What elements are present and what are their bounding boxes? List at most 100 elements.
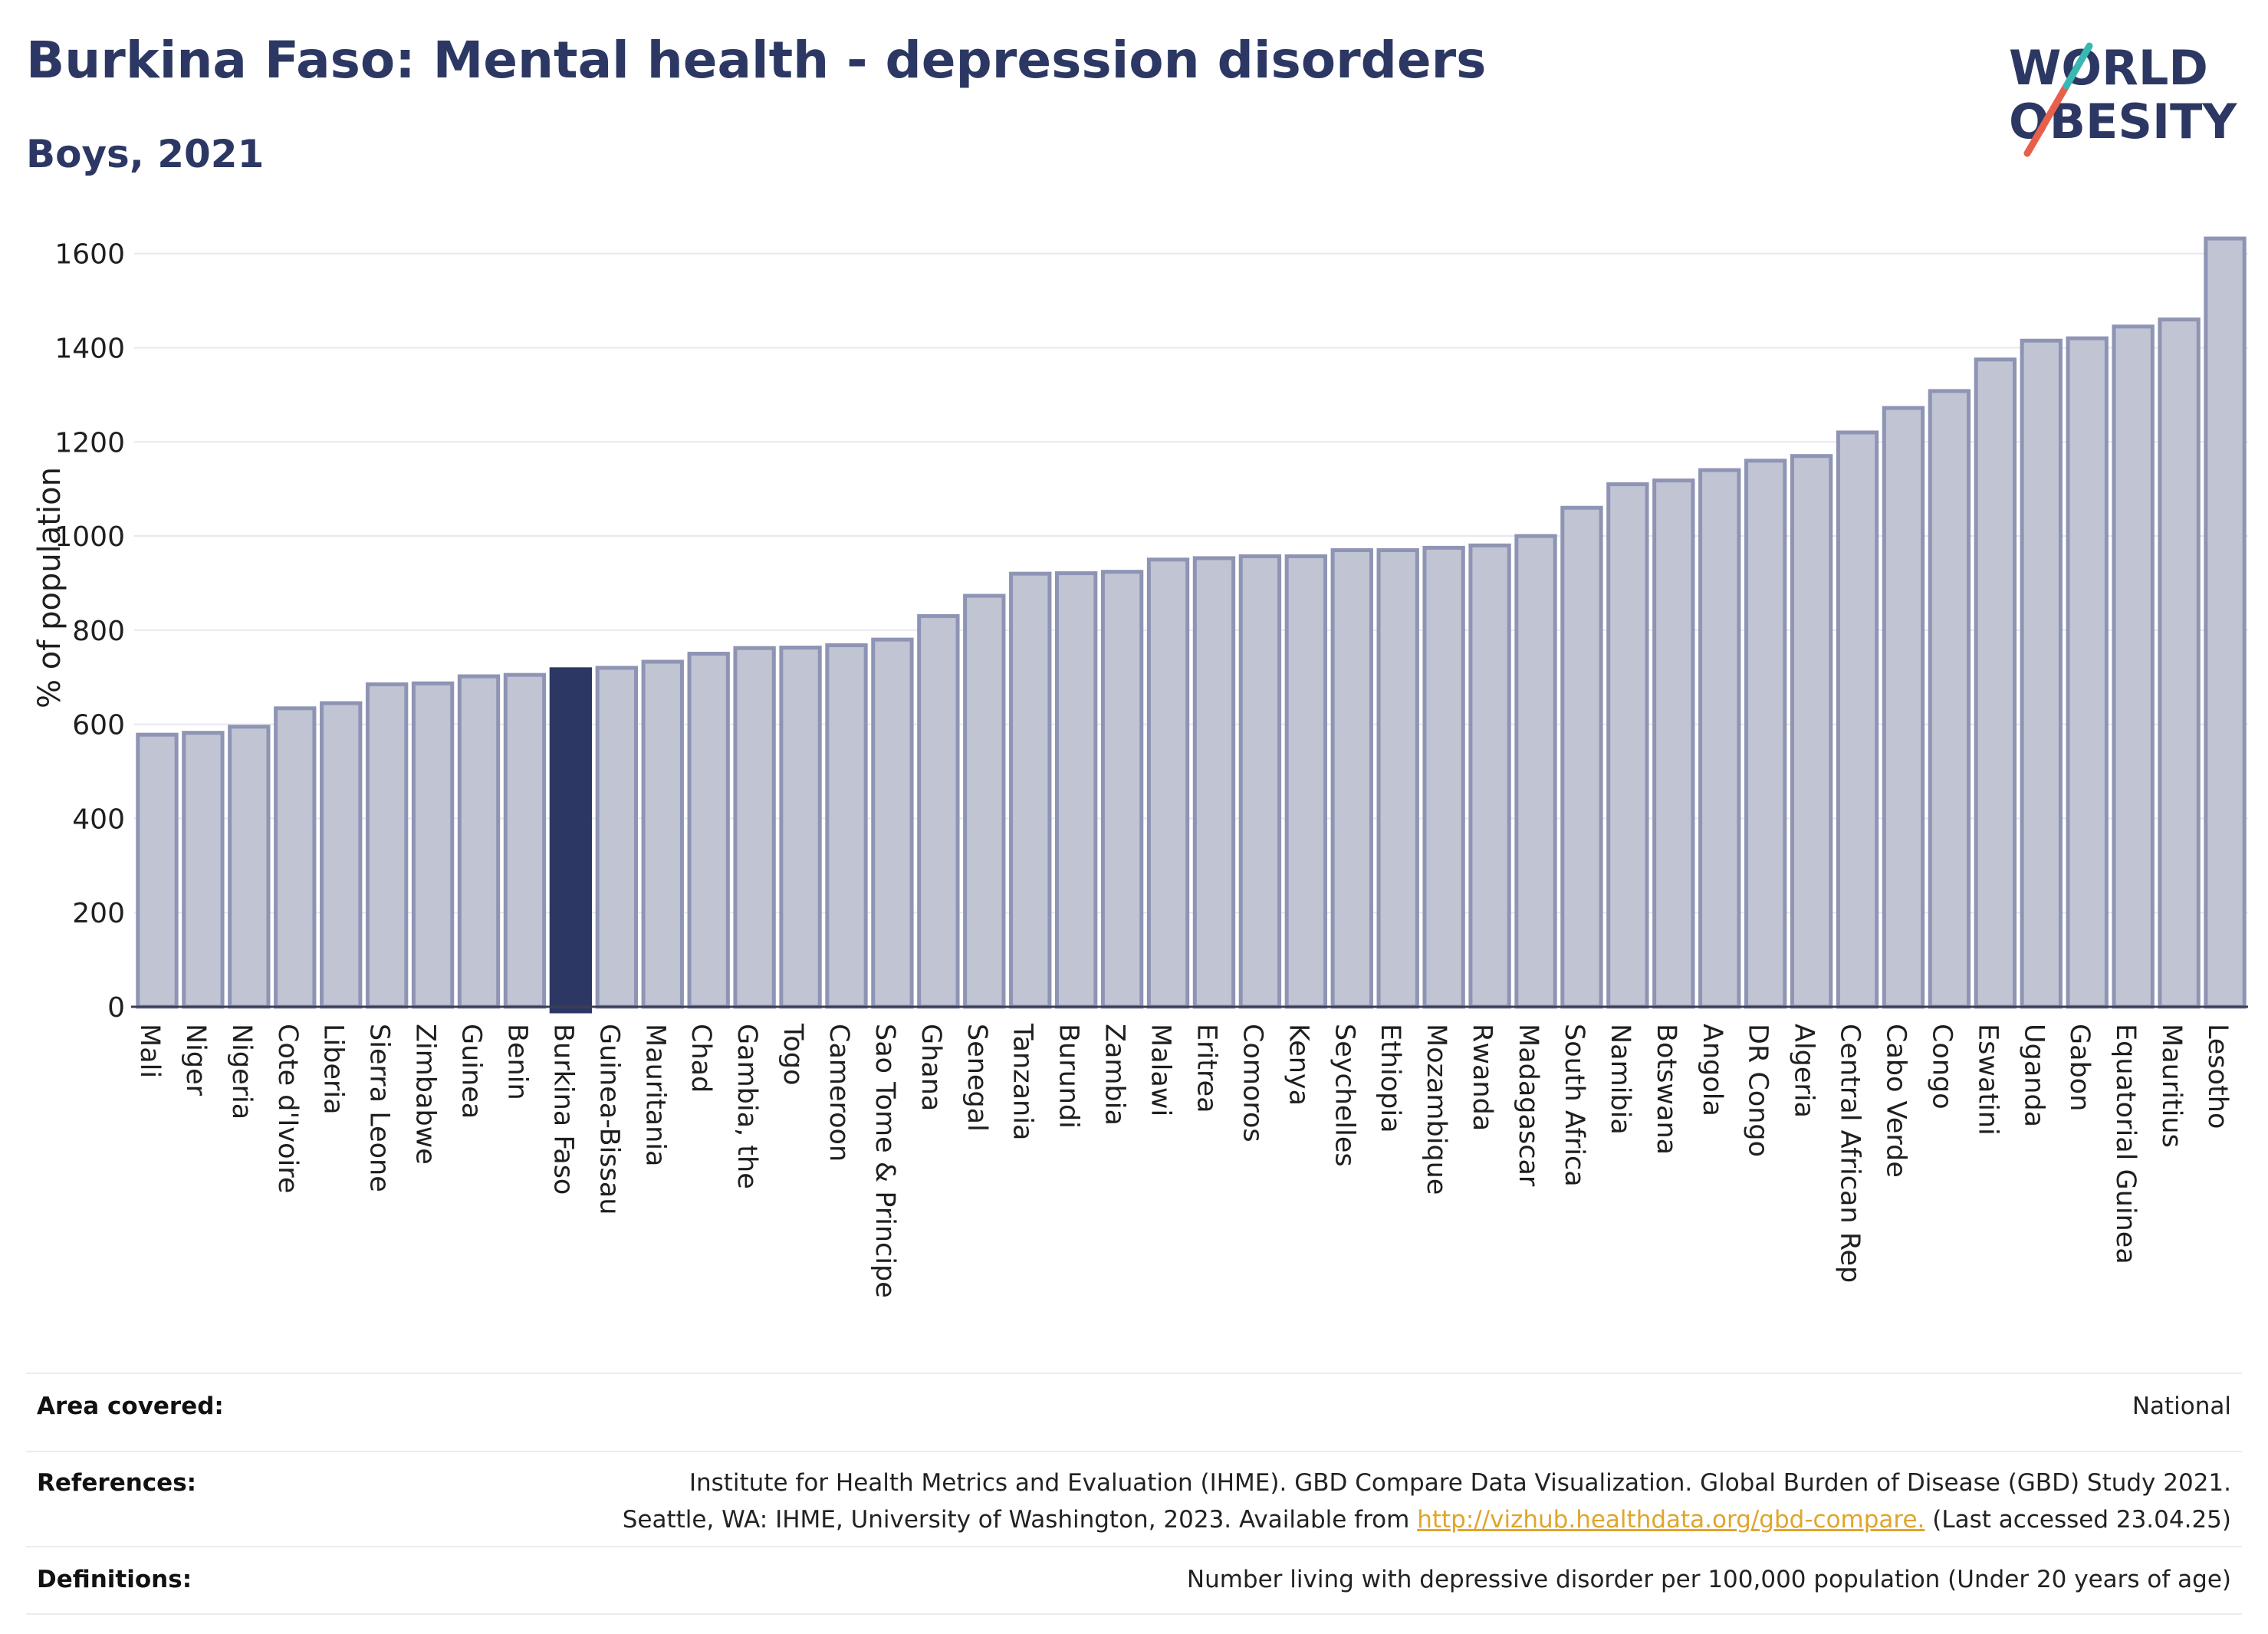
- x-tick-label: Mali: [134, 1024, 165, 1078]
- references-link[interactable]: http://vizhub.healthdata.org/gbd-compare…: [1417, 1506, 1925, 1534]
- bar-eritrea[interactable]: [1192, 556, 1236, 1009]
- bar-benin[interactable]: [503, 672, 547, 1009]
- bar-comoros[interactable]: [1238, 554, 1282, 1009]
- bar-cameroon[interactable]: [825, 643, 868, 1009]
- references-label: References:: [37, 1469, 197, 1497]
- x-tick-label: Zimbabwe: [410, 1024, 441, 1165]
- bar-eswatini[interactable]: [1974, 357, 2017, 1009]
- x-tick-label: Ghana: [915, 1024, 946, 1111]
- bar-mozambique[interactable]: [1422, 545, 1465, 1009]
- bar-sierra-leone[interactable]: [365, 682, 409, 1009]
- references-line-2-post: (Last accessed 23.04.25): [1925, 1506, 2231, 1534]
- bar-cote-d-ivoire[interactable]: [274, 706, 317, 1009]
- bar-algeria[interactable]: [1790, 454, 1833, 1009]
- x-tick-label: Namibia: [1605, 1024, 1635, 1135]
- references-line-1: Institute for Health Metrics and Evaluat…: [689, 1469, 2231, 1497]
- x-tick-label: Mauritania: [639, 1024, 670, 1166]
- x-tick-label: Botswana: [1651, 1024, 1681, 1155]
- x-tick-label: Cameroon: [823, 1024, 854, 1162]
- y-tick-label: 800: [72, 616, 125, 647]
- x-tick-label: Cabo Verde: [1880, 1024, 1911, 1178]
- y-tick-label: 1400: [54, 333, 125, 364]
- area-label: Area covered:: [37, 1392, 224, 1420]
- bar-guinea[interactable]: [457, 674, 501, 1009]
- x-tick-label: Madagascar: [1513, 1024, 1543, 1187]
- bar-mauritania[interactable]: [641, 659, 684, 1009]
- bar-burundi[interactable]: [1054, 571, 1098, 1009]
- bar-madagascar[interactable]: [1514, 534, 1557, 1009]
- bar-central-african-rep[interactable]: [1836, 430, 1879, 1009]
- x-tick-label: Eritrea: [1191, 1024, 1221, 1113]
- bar-uganda[interactable]: [2020, 338, 2063, 1009]
- bar-south-africa[interactable]: [1560, 505, 1603, 1009]
- bar-sao-tome-principe[interactable]: [871, 637, 914, 1009]
- y-tick-label: 0: [107, 992, 125, 1024]
- x-tick-label: South Africa: [1559, 1024, 1589, 1187]
- bar-ethiopia[interactable]: [1376, 547, 1419, 1009]
- bar-angola[interactable]: [1698, 468, 1741, 1009]
- x-tick-label: Angola: [1697, 1024, 1727, 1116]
- definitions-value: Number living with depressive disorder p…: [1186, 1566, 2231, 1593]
- x-tick-label: Malawi: [1146, 1024, 1176, 1116]
- x-tick-label: Benin: [501, 1024, 532, 1100]
- bar-nigeria[interactable]: [228, 725, 271, 1009]
- bar-ghana[interactable]: [917, 613, 960, 1009]
- bar-liberia[interactable]: [320, 701, 363, 1009]
- area-value: National: [2132, 1392, 2231, 1420]
- bar-cabo-verde[interactable]: [1882, 406, 1925, 1009]
- bar-chad[interactable]: [687, 652, 730, 1009]
- x-tick-label: Burundi: [1053, 1024, 1084, 1129]
- x-tick-label: Senegal: [961, 1024, 992, 1132]
- bar-zimbabwe[interactable]: [411, 681, 455, 1009]
- y-tick-label: 600: [72, 710, 125, 741]
- bar-namibia[interactable]: [1606, 482, 1649, 1009]
- bar-mauritius[interactable]: [2158, 317, 2201, 1009]
- bar-senegal[interactable]: [963, 593, 1006, 1009]
- x-tick-label: Algeria: [1789, 1024, 1819, 1118]
- x-tick-label: Togo: [777, 1023, 808, 1085]
- bar-gabon[interactable]: [2066, 336, 2109, 1009]
- bar-congo[interactable]: [1928, 389, 1971, 1009]
- bar-zambia[interactable]: [1100, 570, 1144, 1009]
- y-tick-label: 200: [72, 898, 125, 929]
- bars: [136, 236, 2247, 1014]
- y-axis-label: % of population: [32, 467, 67, 709]
- bar-botswana[interactable]: [1652, 478, 1695, 1009]
- bar-kenya[interactable]: [1284, 554, 1328, 1009]
- x-tick-label: Chad: [685, 1024, 716, 1093]
- world-obesity-logo: WORLD OBESITY: [2009, 40, 2237, 157]
- x-tick-label: Seychelles: [1329, 1024, 1359, 1167]
- x-tick-label: Eswatini: [1972, 1024, 2003, 1136]
- bar-guinea-bissau[interactable]: [595, 666, 638, 1009]
- bar-chart: 0 200 400 600 800 1000 1200 1400 1600 Mali Niger N…: [32, 236, 2248, 1298]
- bar-mali[interactable]: [136, 732, 179, 1009]
- bar-rwanda[interactable]: [1468, 543, 1511, 1009]
- bar-lesotho[interactable]: [2204, 236, 2247, 1009]
- x-tick-label: Liberia: [318, 1024, 349, 1115]
- bar-seychelles[interactable]: [1330, 547, 1373, 1009]
- bar-gambia-the[interactable]: [733, 646, 776, 1009]
- bar-tanzania[interactable]: [1009, 571, 1052, 1009]
- y-tick-label: 1200: [54, 427, 125, 459]
- bar-malawi[interactable]: [1146, 557, 1190, 1009]
- x-tick-label: Cote d'Ivoire: [272, 1024, 303, 1193]
- area-row: Area covered: National: [26, 1373, 2242, 1451]
- bar-niger[interactable]: [182, 731, 225, 1009]
- x-tick-label: Zambia: [1099, 1024, 1130, 1126]
- x-tick-label: Nigeria: [226, 1024, 257, 1119]
- x-tick-label: Sao Tome & Principe: [869, 1024, 900, 1298]
- x-tick-label: Mauritius: [2156, 1024, 2187, 1148]
- definitions-row: Definitions: Number living with depressi…: [26, 1546, 2242, 1615]
- bar-burkina-faso[interactable]: [549, 667, 593, 1014]
- bar-togo[interactable]: [779, 646, 822, 1009]
- x-tick-label: Uganda: [2018, 1024, 2049, 1127]
- y-tick-label: 1000: [54, 521, 125, 553]
- info-table: Area covered: National References: Insti…: [26, 1373, 2242, 1615]
- bar-equatorial-guinea[interactable]: [2112, 324, 2155, 1009]
- definitions-label: Definitions:: [37, 1566, 192, 1593]
- references-row: References: Institute for Health Metrics…: [26, 1451, 2242, 1546]
- x-tick-label: Equatorial Guinea: [2110, 1024, 2141, 1264]
- x-tick-label: Kenya: [1283, 1024, 1313, 1106]
- bar-dr-congo[interactable]: [1744, 459, 1787, 1009]
- logo-slash-teal: [2063, 42, 2093, 90]
